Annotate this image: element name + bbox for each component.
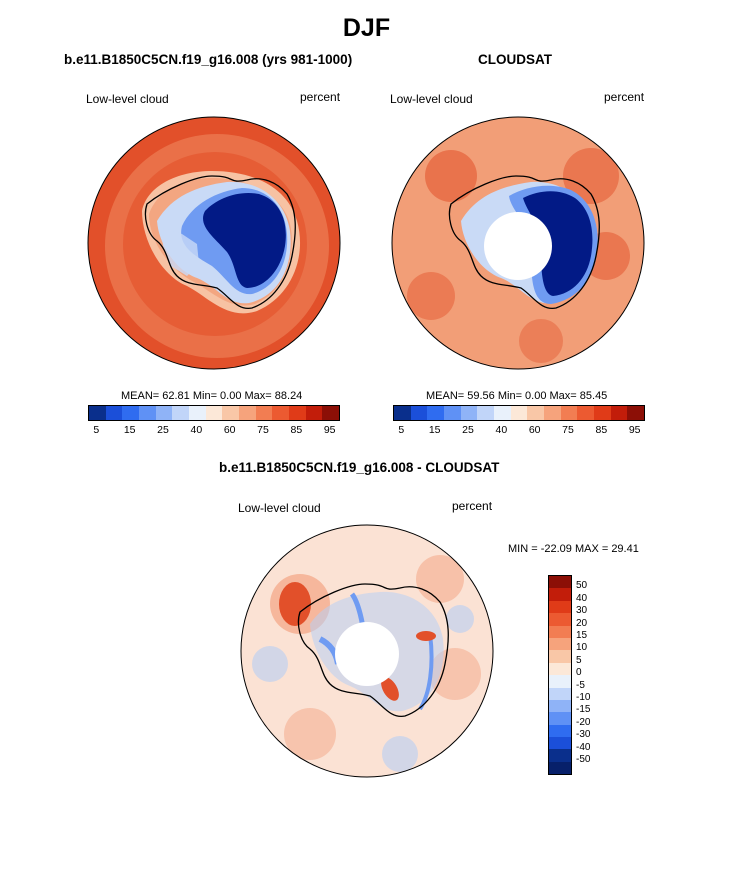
panel3-colorbar-swatch <box>549 613 571 626</box>
panel1-colorbar-tick-label: 25 <box>157 424 169 436</box>
panel2-colorbar-swatch <box>594 406 611 420</box>
panel2-colorbar-tick-label: 40 <box>495 424 508 436</box>
panel3-colorbar-swatch <box>549 662 571 676</box>
panel3-colorbar-swatch <box>549 650 571 663</box>
panel3-colorbar-swatch <box>549 625 571 638</box>
panel1-colorbar-tick-label: 15 <box>123 424 136 436</box>
panel2-colorbar <box>393 405 645 421</box>
panel2-colorbar-tick-label: 5 <box>398 424 405 436</box>
panel1-colorbar-swatch <box>222 406 240 420</box>
panel2-colorbar-tick-label: 25 <box>462 424 474 436</box>
panel3-colorbar-swatch <box>549 588 571 601</box>
panel3-map <box>240 524 494 778</box>
panel3-units-label: percent <box>452 499 493 513</box>
panel3-colorbar-tick-label: 40 <box>576 592 588 604</box>
panel1-colorbar <box>88 405 340 421</box>
panel3-colorbar-swatch <box>549 737 571 750</box>
panel1-colorbar-tick-label: 95 <box>323 424 336 436</box>
panel1-colorbar-ticks: 5 15 25 40 60 75 85 95 <box>88 424 338 438</box>
panel2-colorbar-ticks: 5 15 25 40 60 75 85 95 <box>393 424 643 438</box>
panel1-colorbar-tick-label: 40 <box>190 424 203 436</box>
panel3-colorbar-tick-label: 50 <box>576 580 588 592</box>
panel3-colorbar-tick-label: -50 <box>576 754 591 765</box>
panel2-colorbar-tick-label: 95 <box>628 424 641 436</box>
panel2-colorbar-tick-label: 60 <box>528 424 541 436</box>
panel1-colorbar-swatch <box>322 406 340 420</box>
panel3-colorbar-swatch <box>549 637 571 651</box>
panel1-stats: MEAN= 62.81 Min= 0.00 Max= 88.24 <box>121 390 303 402</box>
panel2-colorbar-swatch <box>460 406 478 420</box>
panel3-colorbar-swatch <box>549 724 571 738</box>
panel3-colorbar-tick-label: 30 <box>576 605 588 617</box>
panel2-colorbar-tick-label: 75 <box>562 424 574 436</box>
panel1-colorbar-swatch <box>189 406 206 420</box>
panel1-colorbar-swatch <box>139 406 156 420</box>
panel3-title: b.e11.B1850C5CN.f19_g16.008 - CLOUDSAT <box>219 460 500 475</box>
panel3-colorbar-swatch <box>549 687 571 700</box>
panel1-colorbar-swatch <box>239 406 256 420</box>
panel3-colorbar-swatch <box>549 761 571 775</box>
panel1-units-label: percent <box>300 90 341 104</box>
panel1-colorbar-swatch <box>305 406 323 420</box>
panel2-map <box>391 116 645 370</box>
panel3-colorbar-swatch <box>549 576 571 589</box>
panel2-units-label: percent <box>604 90 645 104</box>
panel2-colorbar-swatch <box>510 406 528 420</box>
panel2-colorbar-swatch <box>544 406 561 420</box>
panel2-colorbar-swatch <box>394 406 411 420</box>
panel1-colorbar-tick-label: 85 <box>290 424 303 436</box>
panel1-colorbar-swatch <box>272 406 290 420</box>
panel3-colorbar-swatch <box>549 699 571 713</box>
panel2-colorbar-swatch <box>610 406 628 420</box>
panel3-variable-label: Low-level cloud <box>238 501 321 515</box>
panel1-colorbar-tick-label: 60 <box>223 424 236 436</box>
panel2-colorbar-swatch <box>577 406 595 420</box>
panel1-map <box>87 116 341 370</box>
panel1-colorbar-tick-label: 75 <box>257 424 269 436</box>
panel3-colorbar-tick-label: -40 <box>576 741 591 753</box>
panel3-colorbar-tick-label: 0 <box>576 667 582 679</box>
panel1-colorbar-swatch <box>289 406 306 420</box>
panel3-colorbar-swatch <box>549 749 571 762</box>
panel3-colorbar-tick-label: -5 <box>576 679 585 691</box>
panel1-colorbar-swatch <box>255 406 273 420</box>
panel2-colorbar-swatch <box>527 406 545 420</box>
panel2-colorbar-swatch <box>410 406 428 420</box>
panel1-title: b.e11.B1850C5CN.f19_g16.008 (yrs 981-100… <box>64 52 353 67</box>
panel3-colorbar-tick-label: 5 <box>576 654 582 666</box>
panel1-colorbar-swatch <box>105 406 123 420</box>
panel2-variable-label: Low-level cloud <box>390 92 473 106</box>
panel2-colorbar-swatch <box>494 406 511 420</box>
panel2-colorbar-swatch <box>444 406 461 420</box>
panel3-colorbar-tick-label: -20 <box>576 716 591 728</box>
panel1-colorbar-swatch <box>89 406 106 420</box>
panel1-colorbar-tick-label: 5 <box>93 424 100 436</box>
panel3-colorbar-tick-label: 15 <box>576 630 588 641</box>
panel2-colorbar-swatch <box>477 406 495 420</box>
panel2-colorbar-tick-label: 15 <box>428 424 441 436</box>
panel2-stats: MEAN= 59.56 Min= 0.00 Max= 85.45 <box>426 390 608 402</box>
panel2-colorbar-swatch <box>427 406 445 420</box>
panel1-variable-label: Low-level cloud <box>86 92 169 106</box>
panel3-colorbar-tick-label: -30 <box>576 729 591 741</box>
panel3-colorbar-tick-label: -15 <box>576 704 591 716</box>
main-title: DJF <box>342 14 391 42</box>
panel3-colorbar-ticks: 50 40 30 20 15 10 5 0 -5 -10 -15 -20 -30 -40 -50 <box>576 575 616 775</box>
panel3-colorbar-tick-label: 10 <box>576 642 588 654</box>
panel3-colorbar-swatch <box>549 600 571 614</box>
panel2-title: CLOUDSAT <box>478 52 552 67</box>
panel2-colorbar-tick-label: 85 <box>595 424 608 436</box>
panel3-stats: MIN = -22.09 MAX = 29.41 <box>508 543 639 555</box>
panel1-colorbar-swatch <box>205 406 223 420</box>
panel1-colorbar-swatch <box>122 406 140 420</box>
panel2-colorbar-swatch <box>560 406 578 420</box>
panel2-colorbar-swatch <box>627 406 645 420</box>
panel3-colorbar-swatch <box>549 712 571 725</box>
panel3-colorbar <box>548 575 572 776</box>
panel1-colorbar-swatch <box>172 406 190 420</box>
panel1-colorbar-swatch <box>155 406 173 420</box>
panel3-colorbar-swatch <box>549 675 571 688</box>
panel3-colorbar-tick-label: 20 <box>576 617 588 629</box>
panel3-colorbar-tick-label: -10 <box>576 692 591 703</box>
